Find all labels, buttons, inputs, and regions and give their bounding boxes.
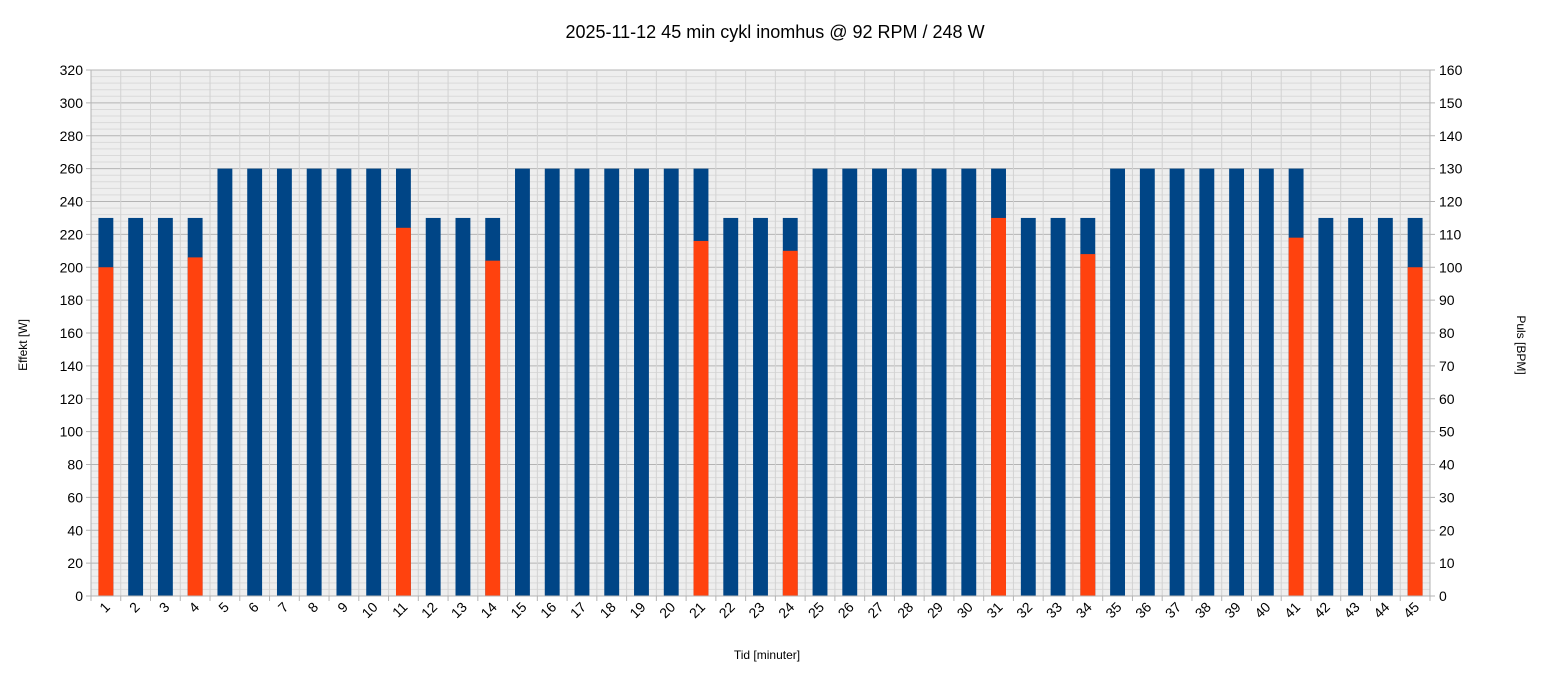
bar-effekt	[1258, 168, 1274, 596]
bar-puls	[991, 217, 1006, 596]
bar-puls	[1288, 237, 1304, 596]
y2-tick-label: 20	[1439, 522, 1455, 538]
bar-puls	[693, 240, 709, 596]
bar-effekt	[634, 168, 649, 596]
y-axis-label: Effekt [W]	[16, 319, 30, 371]
bar-effekt	[544, 168, 560, 596]
y-tick-label: 40	[67, 522, 83, 538]
y-tick-label: 260	[60, 161, 84, 177]
bar-effekt	[336, 168, 352, 596]
bar-effekt	[1050, 217, 1066, 596]
y-tick-label: 200	[60, 259, 84, 275]
bar-puls	[1407, 267, 1423, 596]
y2-tick-label: 120	[1439, 194, 1463, 210]
bar-effekt	[366, 168, 382, 596]
y2-axis-label: Puls [BPM]	[1514, 315, 1528, 374]
y-tick-label: 120	[60, 391, 84, 407]
bar-effekt	[455, 217, 471, 596]
bar-effekt	[1229, 168, 1245, 596]
bar-effekt	[663, 168, 679, 596]
bar-effekt	[872, 168, 887, 596]
bar-puls	[485, 260, 501, 596]
bar-effekt	[247, 168, 263, 596]
y-tick-label: 80	[67, 457, 83, 473]
bar-effekt	[217, 168, 233, 596]
bar-effekt	[842, 168, 858, 596]
y-tick-label: 320	[60, 62, 84, 78]
bar-puls	[1080, 254, 1096, 596]
bar-puls	[187, 257, 203, 596]
y-tick-label: 240	[60, 194, 84, 210]
y-tick-label: 20	[67, 555, 83, 571]
bar-effekt	[931, 168, 947, 596]
y-tick-label: 0	[75, 588, 83, 604]
y-tick-label: 60	[67, 489, 83, 505]
bar-effekt	[276, 168, 292, 596]
bar-effekt	[901, 168, 917, 596]
bar-effekt	[1348, 217, 1364, 596]
bar-effekt	[1377, 217, 1393, 596]
bar-effekt	[1110, 168, 1126, 596]
bar-effekt	[961, 168, 977, 596]
bar-effekt	[515, 168, 530, 596]
y2-tick-label: 160	[1439, 62, 1463, 78]
y-tick-label: 300	[60, 95, 84, 111]
y2-tick-label: 10	[1439, 555, 1455, 571]
y2-tick-label: 30	[1439, 489, 1455, 505]
y2-tick-label: 50	[1439, 424, 1455, 440]
y2-tick-label: 100	[1439, 259, 1463, 275]
y2-tick-label: 70	[1439, 358, 1455, 374]
bar-puls	[98, 267, 114, 596]
y-tick-label: 100	[60, 424, 84, 440]
y2-tick-label: 130	[1439, 161, 1463, 177]
y2-tick-label: 80	[1439, 325, 1455, 341]
chart-title: 2025-11-12 45 min cykl inomhus @ 92 RPM …	[565, 22, 984, 42]
y2-tick-label: 40	[1439, 457, 1455, 473]
bar-effekt	[1139, 168, 1155, 596]
bar-effekt	[812, 168, 828, 596]
bar-effekt	[723, 217, 739, 596]
y2-tick-label: 140	[1439, 128, 1463, 144]
y2-tick-label: 60	[1439, 391, 1455, 407]
bar-effekt	[1169, 168, 1185, 596]
bar-effekt	[306, 168, 322, 596]
bar-effekt	[1318, 217, 1334, 596]
y-tick-label: 180	[60, 292, 84, 308]
y-tick-label: 220	[60, 226, 84, 242]
bar-effekt	[425, 217, 441, 596]
bar-puls	[782, 250, 798, 596]
y-tick-label: 280	[60, 128, 84, 144]
bar-effekt	[1020, 217, 1036, 596]
y2-tick-label: 90	[1439, 292, 1455, 308]
bar-effekt	[574, 168, 590, 596]
bar-puls	[395, 227, 411, 597]
x-axis-label: Tid [minuter]	[734, 648, 800, 662]
bar-effekt	[128, 217, 144, 596]
y-tick-label: 140	[60, 358, 84, 374]
bar-effekt	[604, 168, 620, 596]
plot-area: 0204060801001201401601802002202402602803…	[60, 62, 1463, 621]
bar-effekt	[1199, 168, 1215, 596]
bar-effekt	[753, 217, 768, 596]
bar-effekt	[157, 217, 173, 596]
y2-tick-label: 110	[1439, 226, 1462, 242]
y2-tick-label: 150	[1439, 95, 1463, 111]
y2-tick-label: 0	[1439, 588, 1447, 604]
y-tick-label: 160	[60, 325, 84, 341]
